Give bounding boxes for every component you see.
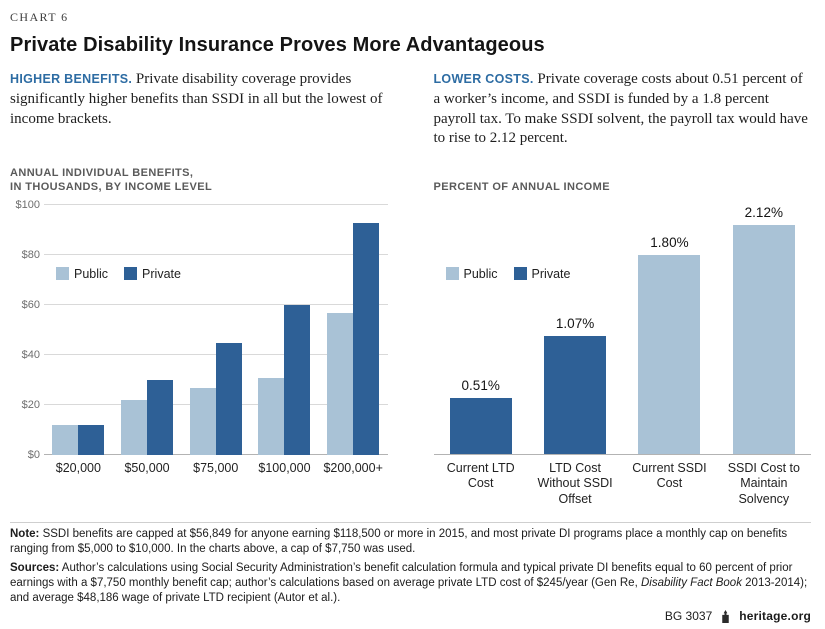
bar-private (284, 305, 311, 456)
report-id: BG 3037 (664, 609, 713, 623)
benefits-chart-title: ANNUAL INDIVIDUAL BENEFITS, IN THOUSANDS… (10, 164, 388, 194)
x-axis-label: $75,000 (193, 461, 239, 476)
credit-row: BG 3037 heritage.org (665, 609, 811, 623)
chart-kicker: CHART 6 (10, 10, 69, 24)
legend-item-private: Private (124, 267, 181, 281)
bar-group (181, 205, 250, 456)
bar-value-label: 1.07% (555, 315, 595, 331)
heritage-logo-icon (719, 609, 732, 623)
charts-row: ANNUAL INDIVIDUAL BENEFITS, IN THOUSANDS… (10, 164, 811, 507)
bar-public (327, 312, 354, 456)
bar-public (732, 225, 795, 455)
bar-private (147, 380, 174, 456)
sources-label: Sources: (10, 561, 60, 574)
bar-group: 0.51% (434, 205, 528, 455)
intro-right: LOWER COSTS. Private coverage costs abou… (434, 70, 812, 149)
legend-item-public: Public (445, 267, 498, 282)
note-label: Note: (10, 527, 40, 540)
benefits-plot: $0 $20 $40 $60 $80 $100 Public Private (16, 199, 388, 461)
legend-item-private: Private (513, 267, 571, 282)
public-swatch-icon (445, 267, 459, 281)
x-axis-label: $200,000+ (323, 461, 383, 476)
gridline (44, 204, 388, 206)
intro-row: HIGHER BENEFITS. Private disability cove… (10, 70, 811, 149)
private-swatch-icon (124, 267, 138, 281)
costs-x-labels: Current LTD Cost LTD Cost Without SSDI Of… (434, 461, 812, 507)
benefits-chart: ANNUAL INDIVIDUAL BENEFITS, IN THOUSANDS… (10, 164, 388, 507)
bar-value-label: 0.51% (461, 377, 500, 393)
y-tick-label: $60 (21, 299, 40, 312)
bar-private (215, 342, 242, 456)
x-axis-label: $100,000 (258, 461, 311, 476)
bar-value-label: 2.12% (744, 205, 783, 221)
bar-public (638, 255, 701, 455)
intro-left: HIGHER BENEFITS. Private disability cove… (10, 70, 388, 149)
y-tick-label: $0 (27, 449, 40, 462)
bar-group (319, 205, 388, 456)
bar-group: 1.07% (528, 205, 622, 455)
bar-public (121, 400, 148, 456)
x-axis-label: $50,000 (124, 461, 170, 476)
x-axis-label: Current LTD Cost (446, 461, 515, 491)
x-axis-label: SSDI Cost to Maintain Solvency (727, 461, 800, 506)
x-axis-label: $20,000 (55, 461, 101, 476)
bar-private (544, 335, 607, 455)
costs-chart-title: PERCENT OF ANNUAL INCOME (434, 164, 812, 194)
site-text: heritage.org (739, 609, 811, 623)
costs-plot: Public Private 0.51% 1.07% 1.80% 2.12% (433, 205, 812, 456)
y-tick-label: $20 (21, 399, 40, 412)
bar-public (52, 425, 79, 456)
footer-divider (10, 521, 811, 523)
legend-private-label: Private (531, 267, 571, 282)
bar-value-label: 1.80% (650, 235, 689, 250)
sources-text-1: Author’s calculations using Social Secur… (10, 561, 793, 589)
bar-private (353, 222, 380, 456)
intro-right-text: Private coverage costs about 0.51 percen… (433, 71, 808, 147)
page-title: Private Disability Insurance Proves More… (10, 34, 545, 56)
sources-text-2: 2013-2014); and average $48,186 wage of … (10, 576, 808, 604)
public-swatch-icon (56, 267, 69, 281)
bar-group (113, 205, 182, 456)
legend-public-label: Public (74, 267, 109, 282)
legend-public-label: Public (463, 267, 498, 282)
legend-item-public: Public (56, 267, 108, 281)
x-axis-label: Current SSDI Cost (632, 461, 707, 491)
sources: Sources: Author’s calculations using Soc… (10, 561, 811, 606)
y-tick-label: $100 (15, 199, 40, 212)
private-swatch-icon (513, 267, 527, 281)
note: Note: SSDI benefits are capped at $56,84… (10, 527, 811, 557)
bar-private (449, 397, 512, 455)
intro-left-text: Private disability coverage provides sig… (10, 71, 383, 127)
bar-public (258, 377, 285, 456)
benefits-bars (44, 205, 388, 456)
bar-group: 2.12% (717, 205, 811, 455)
bar-group (44, 205, 113, 456)
bar-public (189, 387, 216, 456)
note-text: SSDI benefits are capped at $56,849 for … (10, 527, 788, 555)
costs-legend: Public Private (445, 267, 571, 282)
intro-left-lead: HIGHER BENEFITS. (10, 72, 133, 86)
gridline (44, 304, 388, 306)
legend-private-label: Private (142, 267, 181, 282)
benefits-chart-title-line2: IN THOUSANDS, BY INCOME LEVEL (10, 180, 213, 193)
y-tick-label: $40 (21, 349, 40, 362)
costs-bars: 0.51% 1.07% 1.80% 2.12% (434, 205, 812, 455)
benefits-chart-title-line1: ANNUAL INDIVIDUAL BENEFITS, (10, 166, 194, 179)
bar-group (250, 205, 319, 456)
sources-text-italic: Disability Fact Book (640, 576, 742, 589)
gridline (44, 254, 388, 256)
costs-chart: PERCENT OF ANNUAL INCOME Public Private … (433, 164, 812, 507)
benefits-x-labels: $20,000 $50,000 $75,000 $100,000 $200,000+ (44, 461, 388, 476)
benefits-legend: Public Private (56, 267, 181, 281)
x-axis-label: LTD Cost Without SSDI Offset (537, 461, 613, 506)
bar-group: 1.80% (622, 205, 716, 455)
costs-chart-title-line: PERCENT OF ANNUAL INCOME (433, 180, 610, 193)
bar-private (78, 425, 105, 456)
intro-right-lead: LOWER COSTS. (433, 72, 534, 86)
y-tick-label: $80 (21, 249, 40, 262)
